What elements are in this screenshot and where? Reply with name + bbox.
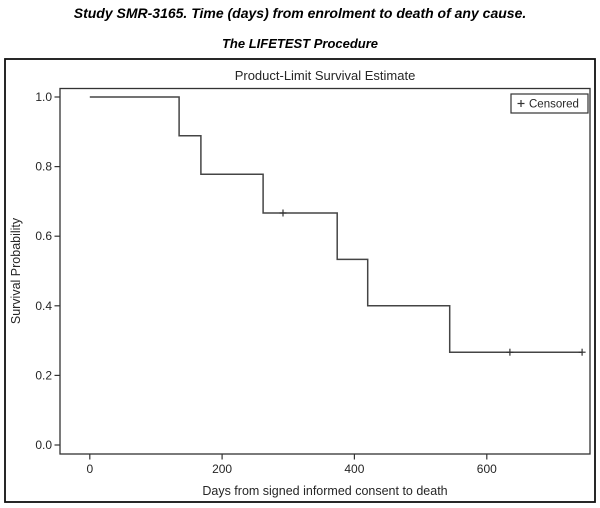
legend-label: Censored (529, 99, 579, 111)
censor-legend-marker-icon (517, 100, 525, 107)
procedure-title: The LIFETEST Procedure (221, 36, 379, 51)
legend-box (510, 93, 589, 114)
censor-mark (279, 209, 287, 217)
survival-step-curve (89, 96, 583, 353)
y-axis-ticks: 1.0 0.8 0.6 0.4 0.2 0.0 (35, 90, 60, 452)
x-tick-label: 600 (477, 462, 497, 476)
x-tick-label: 200 (212, 462, 232, 476)
y-tick-label: 0.8 (35, 160, 52, 174)
y-tick-label: 0.0 (35, 438, 52, 452)
x-axis-ticks: 0 200 400 600 (86, 454, 497, 476)
x-axis-label: Days from signed informed consent to dea… (202, 484, 447, 498)
study-title: Study SMR-3165. Time (days) from enrolme… (73, 5, 527, 21)
y-tick-label: 0.6 (35, 229, 52, 243)
censor-marks-group (279, 209, 586, 356)
x-tick-label: 0 (86, 462, 93, 476)
legend: Censored (510, 93, 589, 114)
y-tick-label: 1.0 (35, 90, 52, 104)
graph-border (4, 58, 596, 503)
y-tick-label: 0.4 (35, 299, 52, 313)
plot-frame (59, 87, 591, 455)
censor-mark (506, 348, 514, 356)
survival-curve-group (89, 96, 583, 353)
y-tick-label: 0.2 (35, 368, 52, 382)
y-axis-label: Survival Probability (9, 217, 23, 324)
chart-title: Product-Limit Survival Estimate (235, 68, 416, 83)
censor-mark (578, 348, 586, 356)
x-tick-label: 400 (344, 462, 364, 476)
